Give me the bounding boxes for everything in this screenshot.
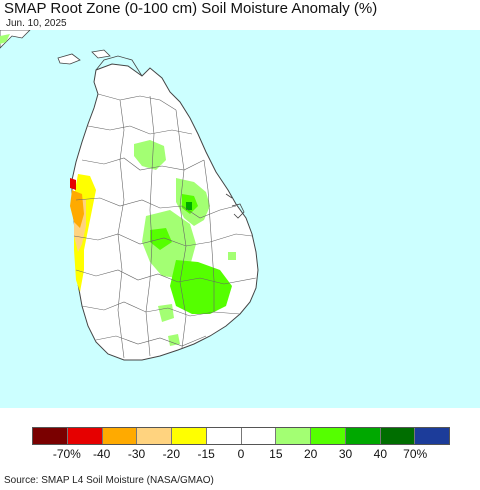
legend-tick-5: 0 (237, 447, 245, 461)
wet-patch-dark (186, 202, 192, 210)
wet-patch-south (170, 260, 232, 314)
legend-tick-6: 15 (269, 447, 283, 461)
legend-swatch-6 (241, 428, 277, 444)
legend-swatch-2 (102, 428, 138, 444)
legend-swatch-7 (276, 428, 311, 444)
legend-swatch-9 (345, 428, 381, 444)
map-title: SMAP Root Zone (0-100 cm) Soil Moisture … (4, 0, 378, 17)
legend-swatch-11 (415, 428, 449, 444)
legend-tick-10: 70% (403, 447, 428, 461)
north-peninsula (95, 55, 143, 77)
wet-patch-eastcoast (228, 252, 236, 260)
india-coast-green (0, 34, 10, 44)
color-legend (32, 427, 450, 445)
dry-patch-red (70, 178, 76, 190)
wet-patch-north (134, 140, 166, 170)
legend-tick-8: 30 (338, 447, 353, 461)
legend-tick-1: -40 (92, 447, 111, 461)
map-date: Jun. 10, 2025 (6, 18, 67, 29)
legend-tick-9: 40 (373, 447, 388, 461)
legend-swatch-5 (206, 428, 242, 444)
legend-tick-2: -30 (127, 447, 146, 461)
legend-tick-3: -20 (162, 447, 180, 461)
east-lagoons (225, 193, 245, 219)
legend-tick-0: -70% (52, 447, 81, 461)
legend-swatch-3 (137, 428, 172, 444)
district-boundaries (73, 93, 257, 359)
soil-moisture-map (0, 30, 480, 408)
legend-swatch-10 (380, 428, 416, 444)
legend-ticks: -70% -40 -30 -20 -15 0 15 20 30 40 70% (32, 447, 450, 461)
wet-patch-southwest (158, 304, 180, 346)
mannar-islands (57, 49, 111, 65)
legend-swatch-1 (67, 428, 103, 444)
legend-swatch-0 (33, 428, 68, 444)
legend-swatch-4 (172, 428, 207, 444)
legend-tick-4: -15 (197, 447, 215, 461)
legend-tick-7: 20 (303, 447, 318, 461)
data-source: Source: SMAP L4 Soil Moisture (NASA/GMAO… (4, 475, 214, 486)
legend-swatch-8 (311, 428, 346, 444)
